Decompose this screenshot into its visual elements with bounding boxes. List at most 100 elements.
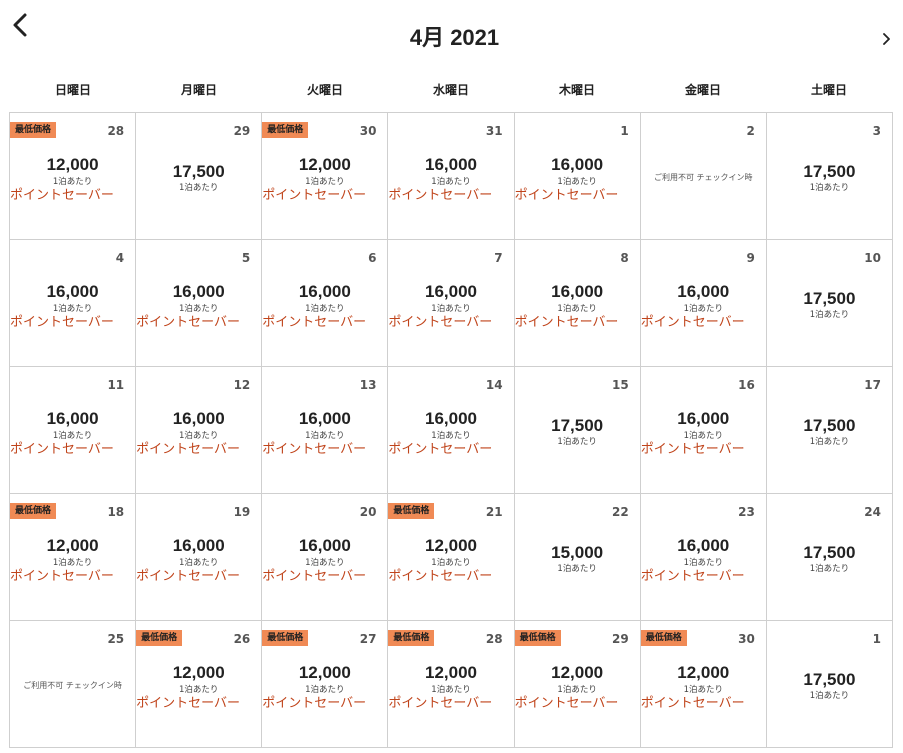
lowest-price-badge: 最低価格 <box>136 630 183 646</box>
per-night-label: 1泊あたり <box>305 558 345 568</box>
per-night-label: 1泊あたり <box>305 685 345 695</box>
day-number: 27 <box>359 632 377 646</box>
nightly-price: 12,000 <box>46 155 99 174</box>
lowest-price-badge: 最低価格 <box>388 503 435 519</box>
day-cell[interactable]: 3 17,500 1泊あたり <box>766 113 893 240</box>
nightly-price: 17,500 <box>803 289 856 308</box>
day-number: 8 <box>620 251 629 265</box>
day-cell[interactable]: 6 16,000 1泊あたり ポイントセーバー <box>262 240 389 367</box>
day-cell[interactable]: 23 16,000 1泊あたり ポイントセーバー <box>640 494 767 621</box>
nightly-price: 17,500 <box>172 162 225 181</box>
nightly-price: 16,000 <box>424 155 477 174</box>
day-cell[interactable]: 17 17,500 1泊あたり <box>766 367 893 494</box>
points-saver-label: ポイントセーバー <box>136 696 241 711</box>
day-number: 28 <box>107 124 125 138</box>
nightly-price: 16,000 <box>551 155 604 174</box>
lowest-price-badge: 最低価格 <box>388 630 435 646</box>
day-cell[interactable]: 11 16,000 1泊あたり ポイントセーバー <box>10 367 137 494</box>
nightly-price: 16,000 <box>677 282 730 301</box>
day-number: 24 <box>864 505 881 519</box>
per-night-label: 1泊あたり <box>809 564 850 574</box>
per-night-label: 1泊あたり <box>557 177 597 187</box>
day-cell[interactable]: 最低価格 29 12,000 1泊あたり ポイントセーバー <box>514 621 641 748</box>
back-button[interactable] <box>10 10 34 40</box>
day-cell[interactable]: 16 16,000 1泊あたり ポイントセーバー <box>640 367 767 494</box>
nightly-price: 16,000 <box>298 536 351 555</box>
day-cell[interactable]: 4 16,000 1泊あたり ポイントセーバー <box>10 240 137 367</box>
day-cell[interactable]: 24 17,500 1泊あたり <box>766 494 893 621</box>
next-month-button[interactable] <box>880 30 894 48</box>
day-number: 3 <box>872 124 881 138</box>
day-cell[interactable]: 最低価格 28 12,000 1泊あたり ポイントセーバー <box>10 113 137 240</box>
points-saver-label: ポイントセーバー <box>262 315 367 330</box>
day-number: 23 <box>738 505 755 519</box>
points-saver-label: ポイントセーバー <box>10 315 114 330</box>
day-cell[interactable]: 7 16,000 1泊あたり ポイントセーバー <box>388 240 515 367</box>
per-night-label: 1泊あたり <box>431 304 471 314</box>
per-night-label: 1泊あたり <box>431 558 471 568</box>
per-night-label: 1泊あたり <box>179 431 219 441</box>
day-cell: 25 ご利用不可 チェックイン時 <box>10 621 137 748</box>
per-night-label: 1泊あたり <box>809 437 850 447</box>
points-saver-label: ポイントセーバー <box>136 315 241 330</box>
per-night-label: 1泊あたり <box>431 177 471 187</box>
points-saver-label: ポイントセーバー <box>388 442 493 457</box>
nightly-price: 16,000 <box>677 536 730 555</box>
day-cell[interactable]: 10 17,500 1泊あたり <box>766 240 893 367</box>
day-cell[interactable]: 8 16,000 1泊あたり ポイントセーバー <box>514 240 641 367</box>
day-number: 30 <box>359 124 377 138</box>
nightly-price: 16,000 <box>46 282 99 301</box>
nightly-price: 12,000 <box>298 155 351 174</box>
day-cell[interactable]: 最低価格 18 12,000 1泊あたり ポイントセーバー <box>10 494 137 621</box>
day-cell[interactable]: 最低価格 30 12,000 1泊あたり ポイントセーバー <box>640 621 767 748</box>
day-cell[interactable]: 5 16,000 1泊あたり ポイントセーバー <box>136 240 263 367</box>
points-saver-label: ポイントセーバー <box>10 188 114 203</box>
lowest-price-badge: 最低価格 <box>262 122 309 138</box>
points-saver-label: ポイントセーバー <box>262 569 367 584</box>
day-cell[interactable]: 22 15,000 1泊あたり <box>514 494 641 621</box>
day-number: 20 <box>359 505 377 519</box>
day-number: 5 <box>241 251 251 265</box>
day-cell[interactable]: 1 16,000 1泊あたり ポイントセーバー <box>514 113 641 240</box>
day-cell[interactable]: 13 16,000 1泊あたり ポイントセーバー <box>262 367 389 494</box>
day-number: 10 <box>864 251 881 265</box>
points-saver-label: ポイントセーバー <box>136 569 241 584</box>
day-cell[interactable]: 最低価格 28 12,000 1泊あたり ポイントセーバー <box>388 621 515 748</box>
lowest-price-badge: 最低価格 <box>262 630 309 646</box>
points-saver-label: ポイントセーバー <box>262 696 367 711</box>
lowest-price-badge: 最低価格 <box>10 503 57 519</box>
nightly-price: 16,000 <box>172 536 225 555</box>
weekday-header: 日曜日 月曜日 火曜日 水曜日 木曜日 金曜日 土曜日 <box>10 81 893 98</box>
day-number: 14 <box>485 378 503 392</box>
nightly-price: 17,500 <box>803 543 856 562</box>
nightly-price: 12,000 <box>424 663 477 682</box>
day-number: 22 <box>612 505 629 519</box>
day-number: 29 <box>233 124 251 138</box>
points-saver-label: ポイントセーバー <box>10 442 114 457</box>
day-cell[interactable]: 20 16,000 1泊あたり ポイントセーバー <box>262 494 389 621</box>
day-cell[interactable]: 14 16,000 1泊あたり ポイントセーバー <box>388 367 515 494</box>
day-cell[interactable]: 最低価格 30 12,000 1泊あたり ポイントセーバー <box>262 113 389 240</box>
day-number: 18 <box>107 505 125 519</box>
day-cell[interactable]: 9 16,000 1泊あたり ポイントセーバー <box>640 240 767 367</box>
day-cell[interactable]: 19 16,000 1泊あたり ポイントセーバー <box>136 494 263 621</box>
day-cell[interactable]: 31 16,000 1泊あたり ポイントセーバー <box>388 113 515 240</box>
nightly-price: 16,000 <box>46 409 99 428</box>
points-saver-label: ポイントセーバー <box>514 696 619 711</box>
day-cell[interactable]: 最低価格 27 12,000 1泊あたり ポイントセーバー <box>262 621 389 748</box>
day-cell[interactable]: 最低価格 26 12,000 1泊あたり ポイントセーバー <box>136 621 263 748</box>
day-cell[interactable]: 最低価格 21 12,000 1泊あたり ポイントセーバー <box>388 494 515 621</box>
day-cell[interactable]: 1 17,500 1泊あたり <box>766 621 893 748</box>
per-night-label: 1泊あたり <box>683 558 723 568</box>
points-saver-label: ポイントセーバー <box>640 442 745 457</box>
day-number: 31 <box>485 124 503 138</box>
nightly-price: 16,000 <box>172 409 225 428</box>
unavailable-label: ご利用不可 チェックイン時 <box>654 173 753 182</box>
per-night-label: 1泊あたり <box>557 685 597 695</box>
day-cell[interactable]: 12 16,000 1泊あたり ポイントセーバー <box>136 367 263 494</box>
day-cell[interactable]: 29 17,500 1泊あたり <box>136 113 263 240</box>
weekday-thu: 木曜日 <box>558 83 595 97</box>
day-cell[interactable]: 15 17,500 1泊あたり <box>514 367 641 494</box>
points-saver-label: ポイントセーバー <box>388 188 493 203</box>
points-saver-label: ポイントセーバー <box>640 696 745 711</box>
